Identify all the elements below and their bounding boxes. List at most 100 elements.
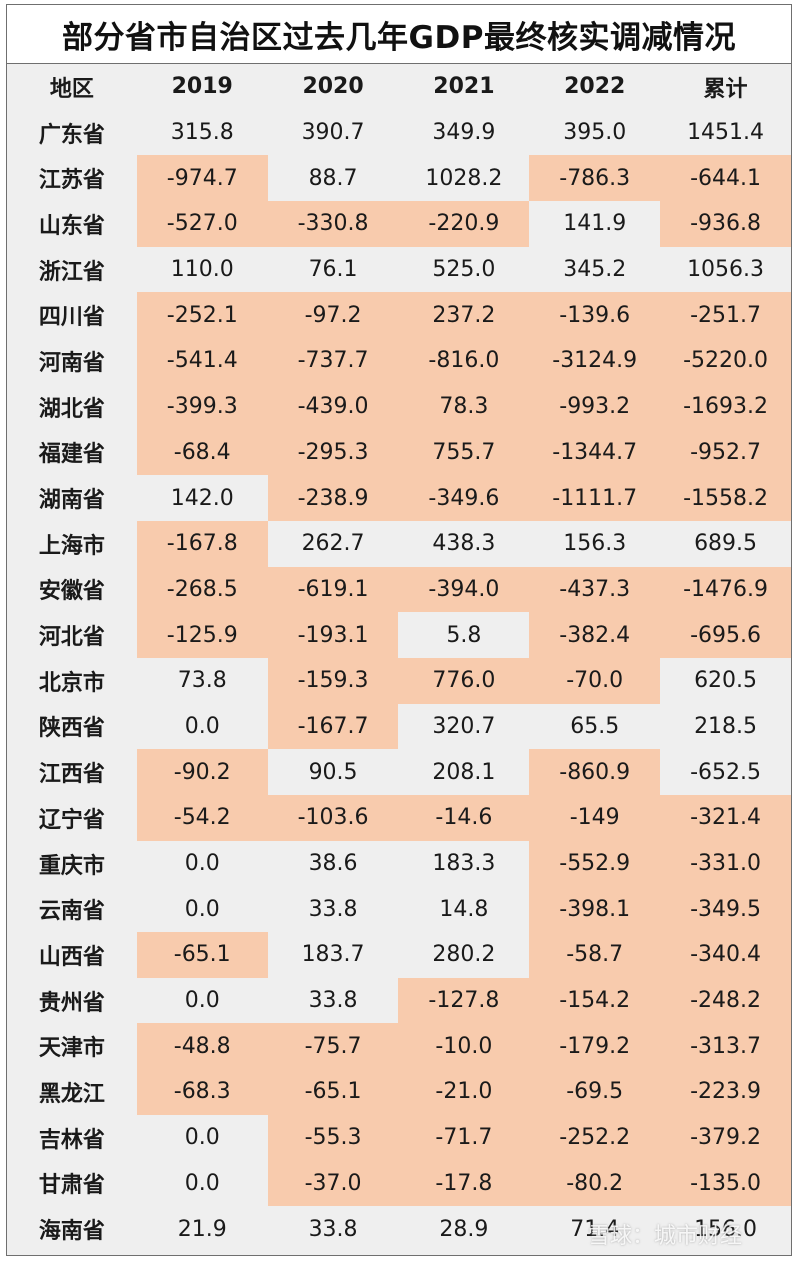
value-cell: -786.3	[529, 155, 661, 202]
value-cell: 183.3	[432, 851, 496, 877]
table-row: 湖南省 142.0 -238.9 -349.6 -1111.7 -1558.2	[7, 475, 791, 521]
value-cell: 33.8	[308, 896, 358, 922]
table-row: 广东省 315.8 390.7 349.9 395.0 1451.4	[7, 110, 791, 156]
value-cell: -71.7	[398, 1114, 530, 1161]
value-cell: -252.2	[529, 1114, 661, 1161]
region-cell: 四川省	[38, 305, 105, 331]
value-cell: -135.0	[660, 1160, 791, 1207]
value-cell: -5220.0	[660, 338, 791, 384]
value-cell: -252.1	[136, 292, 268, 339]
table-row: 贵州省 0.0 33.8 -127.8 -154.2 -248.2	[7, 977, 791, 1024]
value-cell: -860.9	[529, 749, 661, 795]
value-cell: -159.3	[267, 657, 399, 704]
value-cell: 237.2	[398, 292, 530, 339]
value-cell: -125.9	[136, 612, 268, 658]
table-row: 重庆市 0.0 38.6 183.3 -552.9 -331.0	[7, 840, 791, 887]
value-cell: -17.8	[398, 1160, 530, 1207]
region-cell: 河北省	[38, 625, 105, 651]
value-cell: 33.8	[308, 988, 358, 1014]
value-cell: -952.7	[660, 429, 791, 476]
region-cell: 山西省	[38, 944, 105, 970]
value-cell: 73.8	[177, 668, 227, 694]
region-cell: 湖南省	[38, 488, 105, 514]
value-cell: -70.0	[529, 657, 661, 704]
region-cell: 黑龙江	[38, 1081, 105, 1107]
value-cell: 14.8	[439, 896, 489, 922]
table-frame: 部分省市自治区过去几年GDP最终核实调减情况 地区 2019 2020 2021…	[6, 4, 792, 1256]
value-cell: -149	[529, 795, 661, 841]
value-cell: 21.9	[177, 1216, 227, 1242]
region-cell: 上海市	[38, 533, 105, 559]
table-row: 福建省 -68.4 -295.3 755.7 -1344.7 -952.7	[7, 429, 791, 476]
header-2022: 2022	[564, 74, 626, 100]
value-cell: 0.0	[184, 1170, 220, 1196]
table-row: 甘肃省 0.0 -37.0 -17.8 -80.2 -135.0	[7, 1160, 791, 1207]
value-cell: 320.7	[432, 713, 496, 739]
value-cell: -80.2	[529, 1160, 661, 1207]
value-cell: 1056.3	[687, 257, 765, 283]
value-cell: -439.0	[267, 383, 399, 430]
value-cell: -331.0	[660, 840, 791, 887]
value-cell: -974.7	[136, 155, 268, 202]
header-row: 地区 2019 2020 2021 2022 累计	[7, 64, 791, 110]
table-row: 河北省 -125.9 -193.1 5.8 -382.4 -695.6	[7, 612, 791, 658]
value-cell: 620.5	[694, 668, 758, 694]
value-cell: 5.8	[446, 622, 482, 648]
table-row: 安徽省 -268.5 -619.1 -394.0 -437.3 -1476.9	[7, 566, 791, 613]
table-row: 吉林省 0.0 -55.3 -71.7 -252.2 -379.2	[7, 1114, 791, 1161]
value-cell: 0.0	[184, 988, 220, 1014]
region-cell: 江西省	[38, 762, 105, 788]
value-cell: 71.4	[570, 1216, 620, 1242]
value-cell: 208.1	[432, 759, 496, 785]
value-cell: -1111.7	[529, 475, 661, 521]
value-cell: -54.2	[136, 795, 268, 841]
value-cell: -340.4	[660, 932, 791, 978]
table-row: 山东省 -527.0 -330.8 -220.9 141.9 -936.8	[7, 201, 791, 247]
header-2019: 2019	[171, 74, 233, 100]
value-cell: -68.3	[136, 1069, 268, 1115]
value-cell: -97.2	[267, 292, 399, 339]
value-cell: 76.1	[308, 257, 358, 283]
value-cell: 438.3	[432, 531, 496, 557]
value-cell: 776.0	[398, 657, 530, 704]
table-row: 天津市 -48.8 -75.7 -10.0 -179.2 -313.7	[7, 1023, 791, 1070]
value-cell: 315.8	[170, 120, 234, 146]
value-cell: -48.8	[136, 1023, 268, 1070]
value-cell: -179.2	[529, 1023, 661, 1070]
value-cell: -321.4	[660, 795, 791, 841]
value-cell: -69.5	[529, 1069, 661, 1115]
value-cell: 0.0	[184, 713, 220, 739]
value-cell: -993.2	[529, 383, 661, 430]
value-cell: 110.0	[170, 257, 234, 283]
value-cell: 0.0	[184, 896, 220, 922]
region-cell: 河南省	[38, 350, 105, 376]
value-cell: -644.1	[660, 155, 791, 202]
value-cell: -527.0	[136, 201, 268, 247]
value-cell: -349.6	[398, 475, 530, 521]
value-cell: -295.3	[267, 429, 399, 476]
header-cumulative: 累计	[703, 76, 748, 102]
value-cell: -220.9	[398, 201, 530, 247]
header-region: 地区	[49, 76, 94, 102]
value-cell: 78.3	[398, 383, 530, 430]
value-cell: 525.0	[432, 257, 496, 283]
value-cell: 90.5	[308, 759, 358, 785]
value-cell: 280.2	[432, 942, 496, 968]
table-row: 黑龙江 -68.3 -65.1 -21.0 -69.5 -223.9	[7, 1069, 791, 1115]
value-cell: 689.5	[694, 531, 758, 557]
page-title: 部分省市自治区过去几年GDP最终核实调减情况	[7, 5, 791, 64]
region-cell: 重庆市	[38, 853, 105, 879]
value-cell: -193.1	[267, 612, 399, 658]
value-cell: -65.1	[136, 932, 268, 978]
value-cell: -238.9	[267, 475, 399, 521]
value-cell: -1476.9	[660, 566, 791, 613]
value-cell: -313.7	[660, 1023, 791, 1070]
value-cell: -14.6	[398, 795, 530, 841]
value-cell: -652.5	[690, 759, 762, 785]
value-cell: 156.0	[694, 1216, 758, 1242]
value-cell: -437.3	[529, 566, 661, 613]
value-cell: 142.0	[170, 485, 234, 511]
value-cell: -139.6	[529, 292, 661, 339]
value-cell: -737.7	[267, 338, 399, 384]
value-cell: -330.8	[267, 201, 399, 247]
